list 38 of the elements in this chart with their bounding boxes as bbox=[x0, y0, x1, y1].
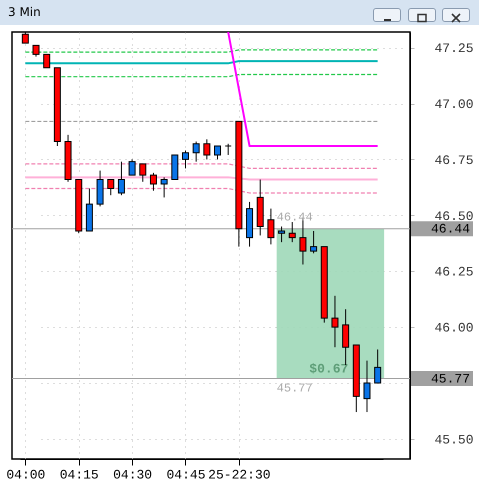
candlestick bbox=[224, 143, 232, 156]
y-tick-label: 47.00 bbox=[434, 97, 474, 112]
candlestick bbox=[214, 146, 222, 160]
x-tick-label: 04:45 bbox=[166, 468, 206, 482]
x-tick-label: 04:15 bbox=[60, 468, 99, 482]
candlestick bbox=[139, 163, 146, 182]
candlestick bbox=[118, 161, 125, 196]
annotation: 45.77 bbox=[276, 382, 313, 396]
candlestick bbox=[374, 348, 382, 384]
candlestick bbox=[363, 360, 370, 413]
candlestick bbox=[182, 150, 189, 169]
candlestick bbox=[310, 230, 318, 254]
y-tick-label: 46.50 bbox=[434, 208, 474, 224]
candlestick bbox=[32, 44, 40, 58]
candlestick bbox=[150, 172, 157, 192]
y-tick-label: 46.00 bbox=[434, 320, 474, 336]
y-tick-label: 46.25 bbox=[434, 264, 474, 280]
x-tick-label: 04:00 bbox=[6, 468, 46, 482]
candlestick bbox=[331, 295, 338, 348]
ref-line-label: 46.44 bbox=[430, 222, 470, 237]
candlestick bbox=[288, 222, 296, 243]
y-tick-label: 46.75 bbox=[434, 152, 474, 168]
band-label: $0.67 bbox=[309, 362, 348, 377]
candlestick bbox=[107, 179, 114, 196]
candlestick bbox=[43, 54, 50, 68]
candlestick bbox=[203, 138, 210, 160]
candlestick bbox=[128, 158, 136, 176]
x-tick-label: 25-22:30 bbox=[208, 468, 271, 482]
x-tick-label: 04:30 bbox=[113, 468, 152, 482]
y-tick-label: 45.50 bbox=[434, 432, 474, 448]
y-tick-label: 47.25 bbox=[434, 41, 474, 56]
candlestick bbox=[160, 176, 168, 198]
chart-title: 3 Min bbox=[8, 5, 41, 19]
candlestick bbox=[278, 226, 286, 243]
candlestick bbox=[192, 141, 200, 162]
annotation: 46.44 bbox=[276, 210, 313, 225]
candlestick bbox=[267, 208, 274, 245]
ref-line-label: 45.77 bbox=[430, 372, 470, 387]
